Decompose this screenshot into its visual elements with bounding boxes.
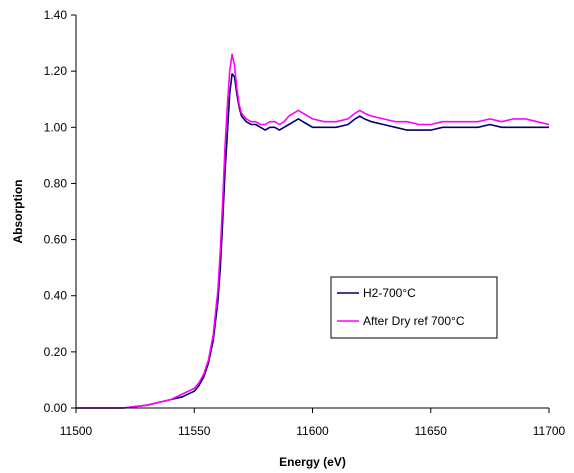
legend: H2-700°C After Dry ref 700°C (330, 276, 498, 339)
x-tick-label: 11500 (60, 424, 93, 438)
legend-box (330, 276, 498, 339)
y-tick-label: 1.20 (44, 64, 68, 78)
y-tick-label: 1.40 (44, 8, 68, 22)
x-tick-label: 11650 (415, 424, 448, 438)
series-line-h2 (76, 73, 549, 409)
y-axis-title: Absorption (11, 180, 25, 244)
y-tick-label: 1.00 (44, 120, 68, 134)
legend-label-h2: H2-700°C (363, 286, 416, 300)
x-tick-label: 11700 (533, 424, 566, 438)
axes (75, 15, 549, 409)
series-layer (76, 53, 550, 409)
y-tick-label: 0.20 (44, 345, 68, 359)
legend-label-after-dry: After Dry ref 700°C (363, 314, 465, 328)
series-line-after-dry (76, 53, 550, 409)
x-tick-label: 11550 (178, 424, 211, 438)
y-tick-label: 0.00 (44, 401, 68, 415)
y-tick-label: 0.80 (44, 176, 68, 190)
x-axis-title: Energy (eV) (279, 455, 346, 469)
y-tick-label: 0.60 (44, 233, 68, 247)
ticks: 0.00 0.20 0.40 0.60 0.80 1.00 1.20 1.40 11500 115… (44, 8, 566, 438)
y-tick-label: 0.40 (44, 289, 68, 303)
x-tick-label: 11600 (296, 424, 329, 438)
